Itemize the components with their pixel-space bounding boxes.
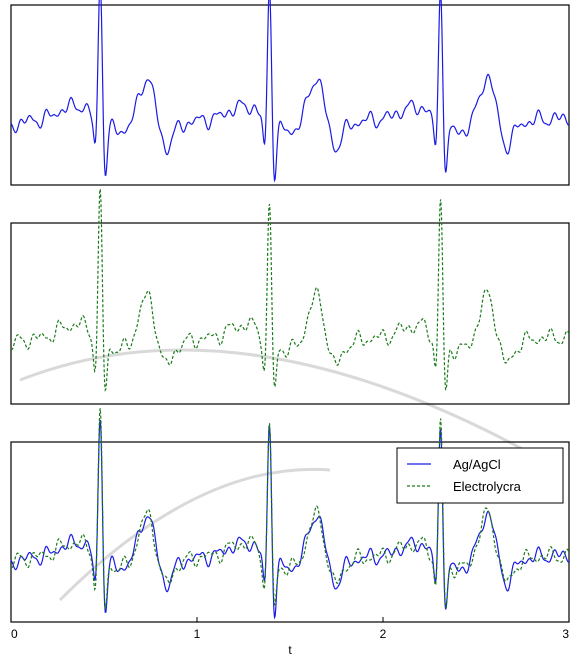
panel-1 <box>10 0 570 186</box>
watermark-arc <box>19 348 561 472</box>
legend-label-lycra: Electrolycra <box>453 479 522 494</box>
legend: Ag/AgCl Electrolycra <box>396 447 564 504</box>
legend-box <box>396 447 564 504</box>
x-axis-label: t <box>288 643 292 657</box>
series-line-lycra <box>10 188 570 392</box>
watermark-arc <box>58 467 331 602</box>
legend-label-ag: Ag/AgCl <box>453 457 501 472</box>
panel-frame <box>10 441 570 623</box>
series-line-lycra <box>10 408 570 610</box>
panel-3: Ag/AgCl Electrolycra 0 1 2 3 <box>10 408 570 641</box>
x-tick-label: 3 <box>562 627 569 641</box>
x-tick-label: 2 <box>380 627 387 641</box>
panel-frame <box>10 222 570 405</box>
panel-2 <box>10 188 570 405</box>
x-tick-label: 0 <box>11 627 18 641</box>
x-tick-label: 1 <box>194 627 201 641</box>
panel-frame <box>10 4 570 186</box>
series-line-ag <box>10 0 570 183</box>
